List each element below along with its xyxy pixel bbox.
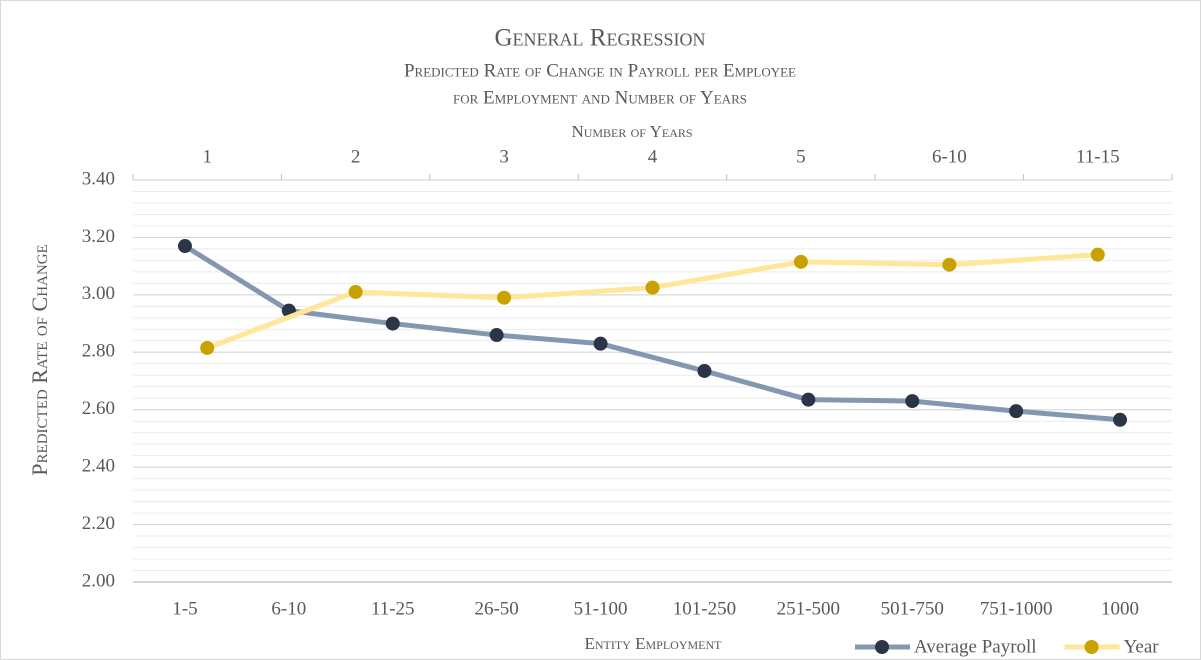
data-point xyxy=(645,280,660,295)
x-tick-label: 251-500 xyxy=(777,598,840,619)
data-point xyxy=(793,254,808,269)
x2-tick-label: 1 xyxy=(202,146,212,167)
x-tick-label: 101-250 xyxy=(673,598,736,619)
chart-subtitle: for Employment and Number of Years xyxy=(453,87,747,108)
x-tick-label: 1-5 xyxy=(172,598,197,619)
x-tick-label: 51-100 xyxy=(574,598,628,619)
y-tick-label: 2.00 xyxy=(82,570,115,591)
legend-label: Year xyxy=(1124,636,1160,657)
x-tick-label: 26-50 xyxy=(474,598,518,619)
x2-tick-label: 3 xyxy=(499,146,509,167)
x-tick-label: 501-750 xyxy=(881,598,944,619)
y-tick-label: 2.80 xyxy=(82,341,115,362)
data-point xyxy=(697,363,712,378)
data-point xyxy=(348,284,363,299)
legend-label: Average Payroll xyxy=(914,636,1037,657)
legend-marker xyxy=(1084,640,1099,654)
x-tick-label: 751-1000 xyxy=(980,598,1053,619)
x2-tick-label: 6-10 xyxy=(932,146,967,167)
data-point xyxy=(497,290,512,305)
x-tick-label: 11-25 xyxy=(371,598,415,619)
legend-marker xyxy=(875,640,889,654)
y-tick-label: 2.20 xyxy=(82,513,115,534)
x2-tick-label: 11-15 xyxy=(1076,146,1120,167)
data-point xyxy=(801,392,816,407)
data-point xyxy=(905,394,920,409)
x2-tick-label: 4 xyxy=(648,146,658,167)
y-tick-label: 3.20 xyxy=(82,226,115,247)
y-tick-label: 2.40 xyxy=(82,456,115,477)
chart-subtitle: Predicted Rate of Change in Payroll per … xyxy=(404,60,796,81)
data-point xyxy=(942,257,957,272)
x-axis-title: Entity Employment xyxy=(584,634,722,653)
x-tick-label: 6-10 xyxy=(271,598,306,619)
data-point xyxy=(489,328,504,343)
data-point xyxy=(593,336,608,351)
y-tick-label: 2.60 xyxy=(82,398,115,419)
data-point xyxy=(385,316,400,331)
data-point xyxy=(177,239,192,254)
series-line xyxy=(183,243,1121,423)
x2-tick-label: 5 xyxy=(796,146,806,167)
x-tick-label: 1000 xyxy=(1101,598,1139,619)
x2-axis-title: Number of Years xyxy=(571,122,692,141)
y-tick-label: 3.00 xyxy=(82,283,115,304)
y-axis-title: Predicted Rate of Change xyxy=(27,244,52,475)
data-point xyxy=(1090,247,1105,262)
y-tick-label: 3.40 xyxy=(82,168,115,189)
data-point xyxy=(1113,412,1128,427)
data-point xyxy=(1009,404,1024,419)
x2-tick-label: 2 xyxy=(351,146,361,167)
data-point xyxy=(200,340,215,355)
chart-title: General Regression xyxy=(495,25,706,52)
